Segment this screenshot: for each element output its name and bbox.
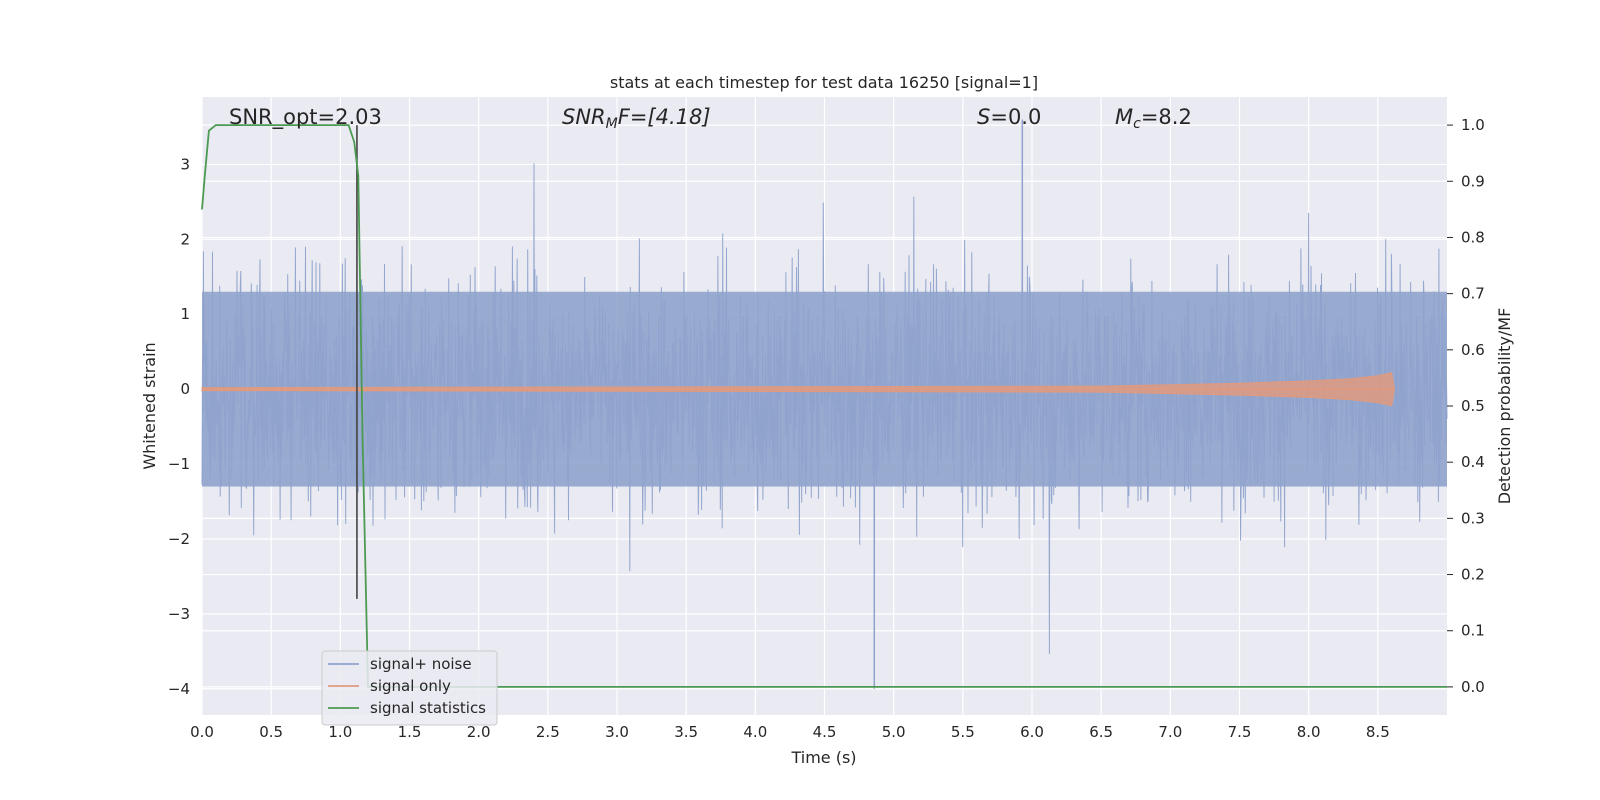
x-tick-label: 8.0 (1297, 723, 1321, 741)
legend-box (321, 650, 498, 726)
y-left-tick-label: 0 (180, 380, 190, 398)
legend: signal+ noise signal only signal statist… (321, 650, 498, 726)
y-left-tick-label: 1 (180, 305, 190, 323)
y-right-tick-label: 0.2 (1461, 566, 1485, 584)
x-tick-label: 7.0 (1158, 723, 1182, 741)
annotation-mc-rest: =8.2 (1141, 105, 1192, 129)
x-tick-label: 1.5 (398, 723, 422, 741)
x-tick-label: 2.5 (536, 723, 560, 741)
y-right-tick-label: 0.1 (1461, 622, 1485, 640)
x-tick-label: 3.0 (605, 723, 629, 741)
y-right-tick-label: 0.7 (1461, 285, 1485, 303)
x-tick-label: 6.5 (1089, 723, 1113, 741)
legend-label-statistics: signal statistics (370, 699, 486, 717)
annotation-mc: Mc=8.2 (1115, 105, 1192, 132)
x-tick-label: 0.5 (259, 723, 283, 741)
annotation-mc-main: M (1115, 105, 1133, 129)
y-right-tick-label: 0.9 (1461, 172, 1485, 190)
y-axis-left-label: Whitened strain (140, 342, 159, 469)
x-axis-label: Time (s) (790, 748, 856, 767)
x-axis-ticks: 0.0 0.5 1.0 1.5 2.0 2.5 3.0 3.5 4.0 4.5 5.0 5.5 6.0 6… (190, 723, 1390, 741)
annotation-snr-mf-main: SNR (562, 105, 606, 129)
y-axis-left-ticks: 3 2 1 0 −1 −2 −3 −4 (168, 155, 190, 697)
annotation-snr-mf-sub: M (606, 116, 618, 132)
signal-statistics-line (201, 124, 1447, 688)
chart-title: stats at each timestep for test data 162… (610, 73, 1038, 92)
annotation-s-main: S (977, 105, 990, 129)
legend-label-signal: signal only (370, 677, 451, 695)
x-tick-label: 5.0 (882, 723, 906, 741)
y-left-tick-label: −3 (168, 605, 190, 623)
x-tick-label: 6.0 (1020, 723, 1044, 741)
annotation-snr-mf: SNRMF=[4.18] (562, 105, 711, 132)
legend-label-noise: signal+ noise (370, 655, 472, 673)
y-left-tick-label: −2 (168, 530, 190, 548)
x-tick-label: 0.0 (190, 723, 214, 741)
x-tick-label: 3.5 (674, 723, 698, 741)
y-left-tick-label: 3 (180, 155, 190, 173)
y-right-tick-label: 0.5 (1461, 397, 1485, 415)
x-tick-label: 4.0 (743, 723, 767, 741)
y-right-tick-label: 0.3 (1461, 509, 1485, 527)
x-tick-label: 7.5 (1228, 723, 1252, 741)
annotation-s: S=0.0 (977, 105, 1041, 129)
annotation-snr-mf-rest: F=[4.18] (618, 105, 711, 129)
annotation-snr-opt: SNR_opt=2.03 (229, 105, 382, 130)
x-tick-label: 1.0 (328, 723, 352, 741)
y-left-tick-label: −4 (168, 680, 190, 698)
signal-only-series (201, 372, 1395, 407)
x-tick-label: 2.0 (467, 723, 491, 741)
y-right-tick-label: 0.6 (1461, 341, 1485, 359)
x-tick-label: 8.5 (1366, 723, 1390, 741)
y-axis-right-ticks: 1.0 0.9 0.8 0.7 0.6 0.5 0.4 0.3 0.2 0.1 0.0 (1447, 116, 1485, 696)
y-right-tick-label: 1.0 (1461, 116, 1485, 134)
x-tick-label: 4.5 (813, 723, 837, 741)
y-right-tick-label: 0.8 (1461, 228, 1485, 246)
y-axis-right-label: Detection probability/MF (1495, 308, 1514, 505)
y-right-tick-label: 0.4 (1461, 453, 1485, 471)
annotation-s-rest: =0.0 (990, 105, 1041, 129)
y-left-tick-label: −1 (168, 455, 190, 473)
x-tick-label: 5.5 (951, 723, 975, 741)
annotation-mc-sub: c (1133, 116, 1141, 132)
y-left-tick-label: 2 (180, 230, 190, 248)
y-right-tick-label: 0.0 (1461, 678, 1485, 696)
